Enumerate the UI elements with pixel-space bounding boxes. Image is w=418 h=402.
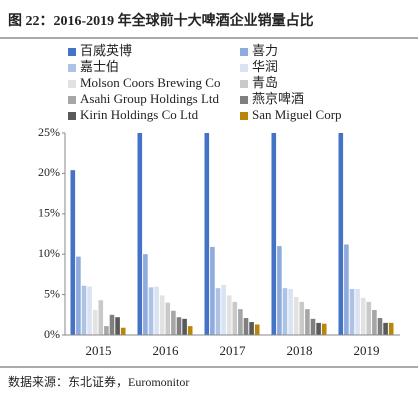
bar: [349, 288, 355, 335]
legend-label: 燕京啤酒: [252, 91, 304, 106]
x-tick-label: 2019: [354, 343, 380, 358]
bar: [98, 300, 104, 335]
bar: [305, 309, 310, 335]
bar: [372, 309, 377, 335]
legend-swatch: [68, 96, 76, 104]
x-tick-label: 2015: [86, 343, 112, 358]
bar: [154, 286, 159, 335]
bar: [254, 324, 260, 335]
bar: [137, 133, 143, 335]
bar: [388, 322, 394, 335]
bar: [243, 318, 249, 335]
bar: [176, 317, 182, 335]
bar: [215, 288, 221, 335]
bar: [182, 318, 187, 335]
legend-label: Molson Coors Brewing Co: [80, 75, 220, 90]
chart-title: 图 22：2016-2019 年全球前十大啤酒企业销量占比: [8, 12, 314, 29]
legend-swatch: [68, 48, 76, 56]
bar: [120, 327, 126, 335]
bar: [221, 284, 226, 335]
bar: [92, 309, 98, 335]
bar: [321, 323, 327, 335]
bar: [143, 254, 148, 335]
y-tick-label: 0%: [44, 327, 60, 341]
bar: [171, 310, 176, 335]
bar: [104, 326, 109, 335]
legend-swatch: [240, 64, 248, 72]
bar: [288, 288, 293, 335]
legend-swatch: [68, 80, 76, 88]
bar: [204, 133, 210, 335]
bar: [360, 297, 366, 335]
legend-label: 嘉士伯: [80, 59, 119, 74]
legend-label: 华润: [252, 59, 278, 74]
x-tick-label: 2018: [287, 343, 313, 358]
bar: [277, 246, 282, 335]
bar: [293, 297, 299, 335]
bar: [316, 322, 321, 335]
legend-label: Asahi Group Holdings Ltd: [80, 91, 220, 106]
bar: [282, 288, 288, 335]
source: 数据来源：东北证券，Euromonitor: [8, 374, 189, 389]
legend-label: 喜力: [252, 43, 278, 58]
legend-swatch: [68, 64, 76, 72]
bar: [355, 288, 360, 335]
legend-label: San Miguel Corp: [252, 107, 342, 122]
bar: [81, 285, 87, 335]
bar: [70, 170, 76, 335]
legend-label: 青岛: [252, 75, 278, 90]
bar: [187, 326, 193, 335]
y-tick-label: 20%: [38, 165, 60, 179]
bar: [87, 286, 92, 335]
legend-swatch: [240, 48, 248, 56]
legend-swatch: [240, 96, 248, 104]
bar: [115, 317, 120, 335]
bar: [249, 322, 254, 335]
bar: [226, 295, 232, 335]
bar: [159, 295, 165, 335]
bar: [366, 301, 372, 335]
bar: [165, 302, 171, 335]
bar: [310, 318, 316, 335]
x-tick-label: 2016: [153, 343, 180, 358]
bar: [232, 301, 238, 335]
bar: [377, 318, 383, 335]
y-tick-label: 15%: [38, 206, 60, 220]
legend-swatch: [68, 112, 76, 120]
bars: [70, 133, 394, 335]
bar: [109, 314, 115, 335]
legend-swatch: [240, 80, 248, 88]
legend-label: 百威英博: [80, 43, 132, 58]
y-tick-label: 10%: [38, 246, 60, 260]
x-tick-label: 2017: [220, 343, 247, 358]
bar: [271, 133, 277, 335]
bar: [344, 244, 349, 335]
y-tick-label: 5%: [44, 286, 60, 300]
bar: [76, 256, 81, 335]
legend-label: Kirin Holdings Co Ltd: [80, 107, 199, 122]
bar: [338, 133, 344, 335]
bar: [383, 322, 388, 335]
legend-swatch: [240, 112, 248, 120]
bar: [210, 246, 215, 335]
bar: [299, 301, 305, 335]
y-tick-label: 25%: [38, 125, 60, 139]
bar: [148, 287, 154, 335]
bar: [238, 309, 243, 335]
